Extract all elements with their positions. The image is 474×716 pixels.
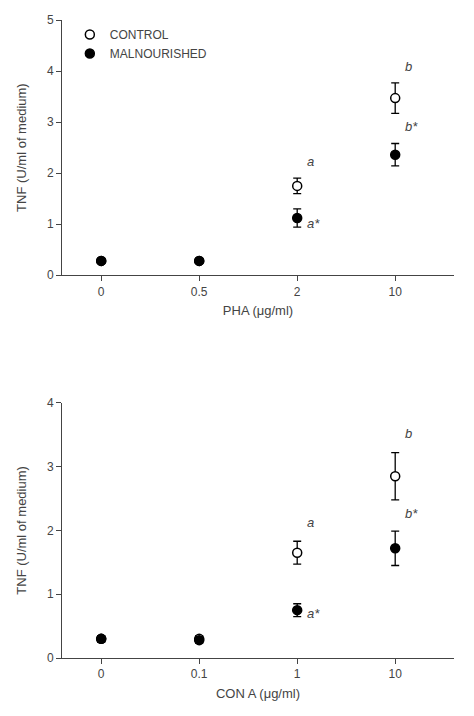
svg-text:b: b: [405, 426, 412, 441]
svg-text:1: 1: [294, 667, 301, 681]
svg-text:1: 1: [47, 587, 54, 601]
svg-text:1: 1: [47, 217, 54, 231]
svg-text:a*: a*: [307, 216, 320, 231]
svg-text:2: 2: [294, 285, 301, 299]
svg-text:5: 5: [47, 13, 54, 27]
svg-text:0: 0: [47, 268, 54, 282]
svg-text:0: 0: [47, 651, 54, 665]
svg-text:CONTROL: CONTROL: [110, 28, 169, 42]
svg-text:3: 3: [47, 115, 54, 129]
svg-text:2: 2: [47, 166, 54, 180]
svg-text:b*: b*: [405, 506, 418, 521]
svg-text:a*: a*: [307, 606, 320, 621]
svg-text:4: 4: [47, 64, 54, 78]
svg-text:a: a: [307, 515, 314, 530]
svg-text:0.1: 0.1: [191, 667, 208, 681]
svg-text:TNF (U/ml of medium): TNF (U/ml of medium): [14, 466, 29, 595]
svg-text:4: 4: [47, 396, 54, 410]
svg-text:b: b: [405, 59, 412, 74]
svg-text:MALNOURISHED: MALNOURISHED: [110, 47, 207, 61]
svg-text:CON A (μg/ml): CON A (μg/ml): [216, 686, 300, 701]
svg-text:10: 10: [389, 667, 403, 681]
svg-text:0: 0: [98, 667, 105, 681]
svg-text:TNF (U/ml of medium): TNF (U/ml of medium): [14, 83, 29, 212]
svg-text:b*: b*: [405, 119, 418, 134]
svg-text:PHA (μg/ml): PHA (μg/ml): [223, 303, 293, 318]
svg-text:3: 3: [47, 460, 54, 474]
svg-text:0: 0: [98, 285, 105, 299]
svg-text:10: 10: [389, 285, 403, 299]
svg-text:2: 2: [47, 524, 54, 538]
svg-text:a: a: [307, 154, 314, 169]
svg-text:0.5: 0.5: [191, 285, 208, 299]
